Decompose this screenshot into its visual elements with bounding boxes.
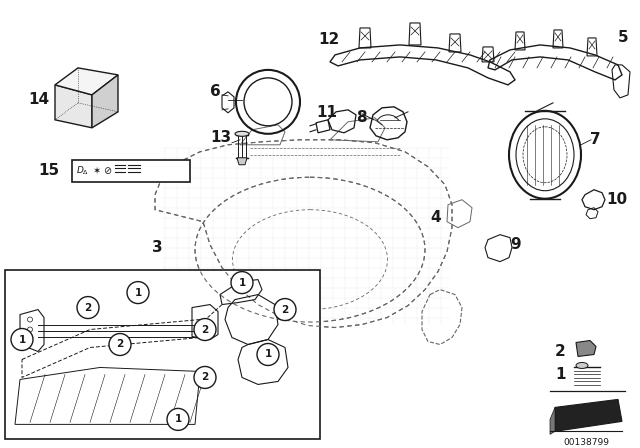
Text: 2: 2 xyxy=(202,372,209,383)
Text: 15: 15 xyxy=(38,163,59,178)
Text: 9: 9 xyxy=(510,237,520,252)
Text: 1: 1 xyxy=(555,367,566,382)
Polygon shape xyxy=(576,340,596,357)
Circle shape xyxy=(194,319,216,340)
Text: 1: 1 xyxy=(264,349,271,359)
FancyBboxPatch shape xyxy=(72,160,190,182)
Text: 1: 1 xyxy=(174,414,182,424)
Text: 1: 1 xyxy=(134,288,141,297)
Text: 8: 8 xyxy=(356,110,367,125)
Circle shape xyxy=(109,333,131,355)
Text: 7: 7 xyxy=(590,132,600,147)
Text: 11: 11 xyxy=(316,105,337,121)
Text: 2: 2 xyxy=(282,305,289,314)
Polygon shape xyxy=(55,68,118,95)
Text: 3: 3 xyxy=(152,240,163,255)
Circle shape xyxy=(231,271,253,293)
Text: 1: 1 xyxy=(19,335,26,345)
Text: 13: 13 xyxy=(210,130,231,145)
Text: ✶: ✶ xyxy=(92,166,100,176)
Polygon shape xyxy=(55,85,92,128)
Circle shape xyxy=(167,409,189,431)
Circle shape xyxy=(77,297,99,319)
Text: 10: 10 xyxy=(606,192,627,207)
Circle shape xyxy=(274,298,296,320)
Text: ⊘: ⊘ xyxy=(103,166,111,176)
Circle shape xyxy=(127,282,149,304)
Text: 1: 1 xyxy=(238,278,246,288)
Polygon shape xyxy=(237,158,247,165)
Polygon shape xyxy=(550,407,555,435)
Text: $D_\Delta$: $D_\Delta$ xyxy=(76,164,89,177)
Ellipse shape xyxy=(235,131,249,136)
Text: 2: 2 xyxy=(202,324,209,335)
Circle shape xyxy=(257,344,279,366)
Text: 2: 2 xyxy=(116,340,124,349)
Text: 4: 4 xyxy=(430,210,440,225)
Text: 2: 2 xyxy=(84,302,92,313)
Polygon shape xyxy=(555,400,622,431)
Text: 2: 2 xyxy=(555,344,566,359)
Circle shape xyxy=(194,366,216,388)
Polygon shape xyxy=(92,75,118,128)
Text: 6: 6 xyxy=(210,84,221,99)
FancyBboxPatch shape xyxy=(5,270,320,439)
Text: 5: 5 xyxy=(618,30,628,45)
Circle shape xyxy=(11,328,33,350)
Text: 12: 12 xyxy=(318,32,339,47)
Ellipse shape xyxy=(576,362,588,368)
Text: 14: 14 xyxy=(28,92,49,108)
Text: 00138799: 00138799 xyxy=(563,438,609,447)
